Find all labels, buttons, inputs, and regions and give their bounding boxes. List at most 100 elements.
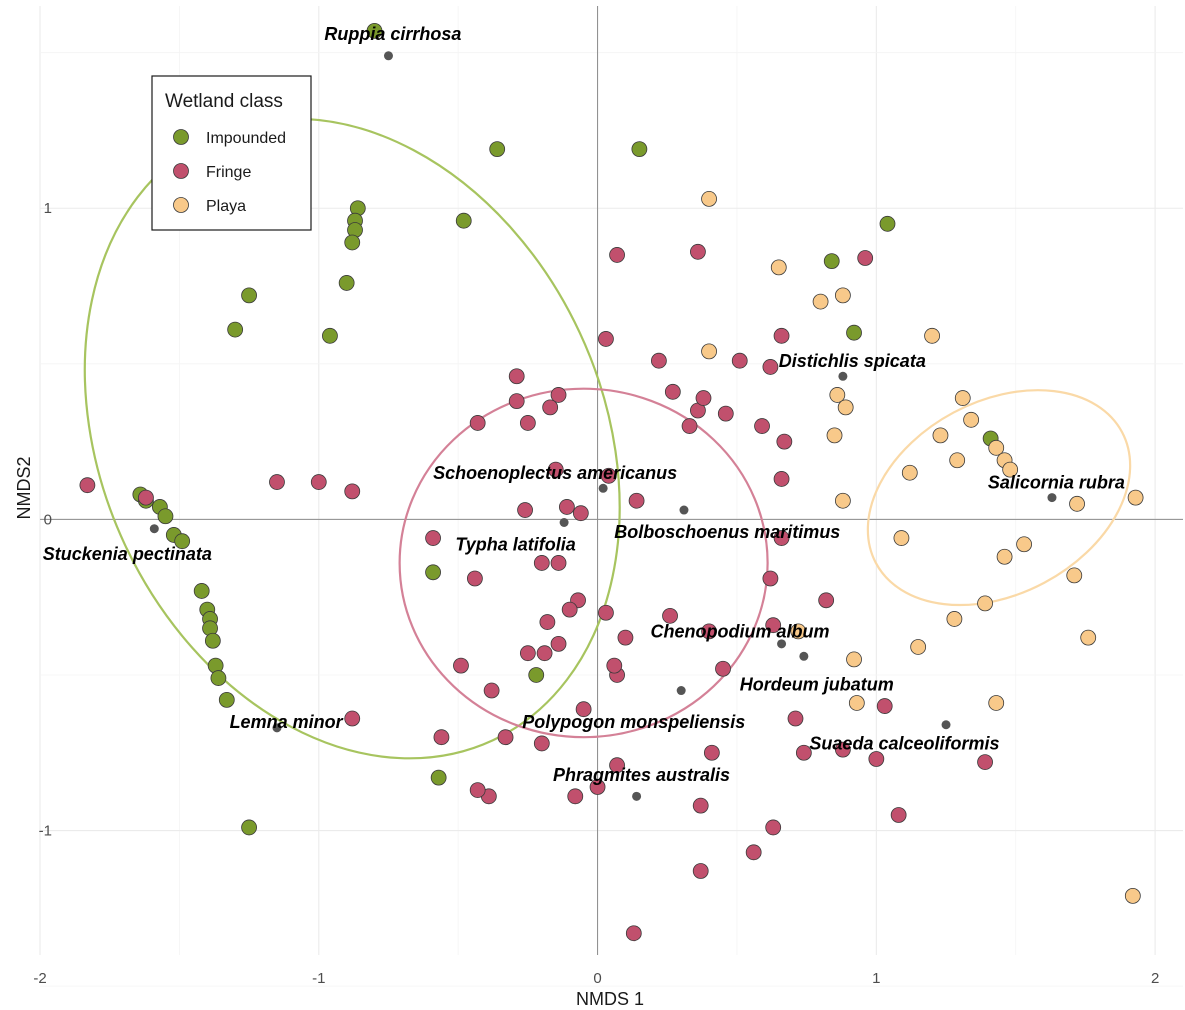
x-tick-label: -1: [312, 970, 325, 987]
point-playa: [701, 191, 717, 207]
point-fringe: [547, 461, 564, 478]
point-impounded: [174, 533, 191, 550]
point-impounded: [879, 215, 896, 232]
point-fringe: [717, 405, 734, 422]
species-label-schoenoplectus-americanus: Schoenoplectus americanus: [433, 463, 677, 483]
point-fringe: [754, 418, 770, 434]
point-playa: [1127, 489, 1144, 506]
species-label-chenopodium-album: Chenopodium album: [651, 622, 830, 642]
point-fringe: [533, 735, 550, 752]
y-tick-label: -1: [39, 823, 52, 840]
point-impounded: [204, 632, 221, 649]
point-impounded: [366, 22, 383, 39]
point-playa: [901, 464, 918, 481]
species-point-hordeum-jubatum: [799, 651, 809, 661]
point-impounded: [157, 508, 174, 525]
point-fringe: [425, 530, 441, 546]
point-fringe: [572, 505, 589, 522]
point-fringe: [701, 623, 717, 640]
species-point-phragmites-australis: [632, 791, 642, 801]
point-fringe: [550, 635, 567, 652]
point-fringe: [344, 483, 361, 500]
point-fringe: [692, 863, 709, 879]
species-point-bolboschoenus-maritimus: [679, 505, 689, 515]
point-fringe: [344, 710, 361, 727]
point-fringe: [762, 570, 779, 587]
point-playa: [988, 439, 1005, 456]
point-fringe: [469, 782, 486, 798]
species-label-polypogon-monspeliensis: Polypogon monspeliensis: [522, 712, 745, 732]
point-fringe: [575, 701, 592, 718]
point-impounded: [823, 253, 840, 270]
point-fringe: [519, 415, 536, 431]
point-fringe: [703, 744, 720, 761]
point-fringe: [795, 744, 812, 761]
species-point-chenopodium-album: [777, 639, 787, 649]
species-labels: Ruppia cirrhosa Distichlis spicata Schoeno…: [43, 24, 1125, 785]
x-tick-label: 2: [1151, 970, 1159, 987]
point-fringe: [483, 682, 500, 699]
point-impounded: [489, 141, 506, 158]
point-impounded: [430, 769, 447, 786]
species-point-lemna-minor: [272, 723, 282, 733]
point-fringe: [625, 925, 642, 942]
species-point-suaeda-calceoliformis: [941, 720, 951, 730]
x-tick-label: -2: [33, 970, 46, 987]
point-fringe: [79, 477, 96, 494]
point-fringe: [745, 844, 762, 861]
point-fringe: [818, 592, 835, 609]
point-fringe: [617, 629, 634, 646]
point-fringe: [539, 614, 556, 630]
point-fringe: [138, 489, 154, 506]
point-playa: [848, 695, 865, 711]
x-tick-label: 1: [872, 970, 880, 987]
point-fringe: [609, 757, 625, 774]
legend: Wetland class Impounded Fringe Playa: [151, 75, 312, 231]
point-fringe: [508, 393, 525, 410]
legend-label-playa: Playa: [206, 198, 246, 215]
point-impounded: [218, 691, 235, 708]
species-label-hordeum-jubatum: Hordeum jubatum: [740, 675, 894, 695]
point-fringe: [868, 751, 885, 767]
point-impounded: [528, 667, 545, 683]
point-fringe: [731, 352, 748, 369]
point-playa: [812, 293, 829, 310]
species-label-typha-latifolia: Typha latifolia: [455, 535, 575, 555]
x-axis-title: NMDS 1: [576, 989, 644, 1009]
point-fringe: [508, 368, 525, 385]
point-playa: [893, 530, 910, 546]
point-impounded: [455, 212, 472, 229]
point-impounded: [425, 564, 441, 581]
point-fringe: [536, 645, 553, 662]
point-playa: [1002, 461, 1019, 478]
ellipse-fringe: [398, 387, 769, 739]
point-playa: [834, 287, 851, 304]
point-impounded: [241, 287, 257, 304]
point-fringe: [542, 399, 559, 416]
legend-label-fringe: Fringe: [206, 164, 251, 181]
species-point-typha-latifolia: [559, 518, 569, 528]
legend-key-playa: [173, 197, 189, 213]
point-fringe: [890, 807, 907, 823]
species-points: [149, 51, 1057, 801]
point-playa: [701, 343, 717, 360]
point-playa: [1016, 536, 1032, 553]
point-fringe: [600, 467, 617, 484]
point-playa: [834, 492, 851, 509]
point-impounded: [344, 234, 361, 251]
legend-title: Wetland class: [165, 91, 283, 112]
point-playa: [1124, 887, 1141, 904]
species-label-phragmites-australis: Phragmites australis: [553, 765, 730, 785]
point-impounded: [193, 583, 210, 599]
point-impounded: [210, 670, 227, 686]
species-point-polypogon-monspeliensis: [676, 686, 686, 696]
point-fringe: [715, 660, 731, 677]
point-fringe: [664, 383, 681, 400]
legend-label-impounded: Impounded: [206, 130, 286, 147]
tick-labels: -2 -1 0 1 2 -1 0 1: [33, 200, 1159, 987]
species-point-salicornia-rubra: [1047, 493, 1057, 503]
point-fringe: [269, 474, 285, 490]
point-fringe: [558, 499, 575, 515]
ellipse-playa: [866, 389, 1132, 607]
